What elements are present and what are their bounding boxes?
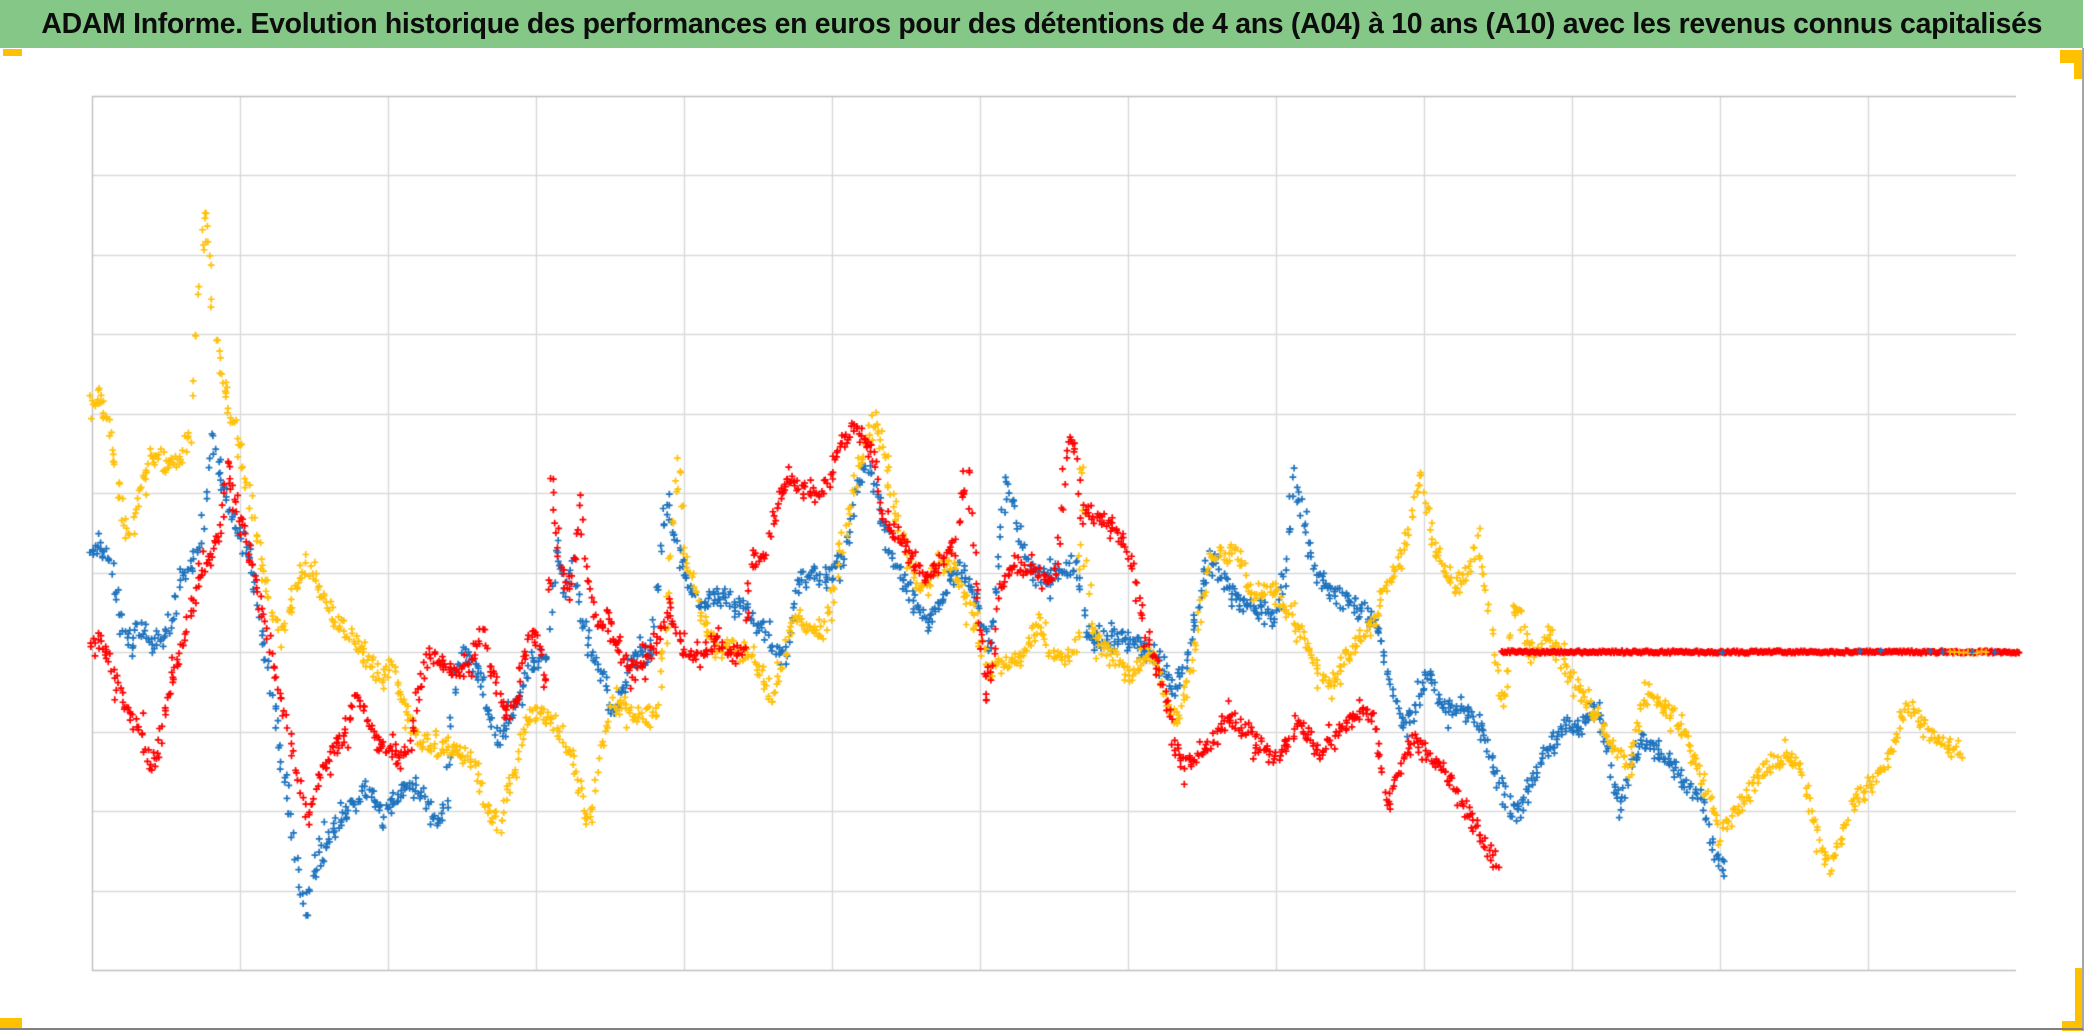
corner-accent-bottom-left [0,1018,22,1030]
corner-accent-bottom-right-vertical [2075,968,2084,1022]
bottom-edge-line [0,1028,2083,1030]
title-bar: ADAM Informe. Evolution historique des p… [0,0,2083,48]
corner-accent-top-right-vertical [2074,63,2083,79]
right-edge-line [2082,48,2084,1031]
corner-accent-top-right-horizontal [2060,50,2083,63]
slide-title: ADAM Informe. Evolution historique des p… [41,7,2042,40]
corner-accent-bottom-right-horizontal [2062,1021,2083,1031]
corner-accent-top-left [3,49,22,56]
